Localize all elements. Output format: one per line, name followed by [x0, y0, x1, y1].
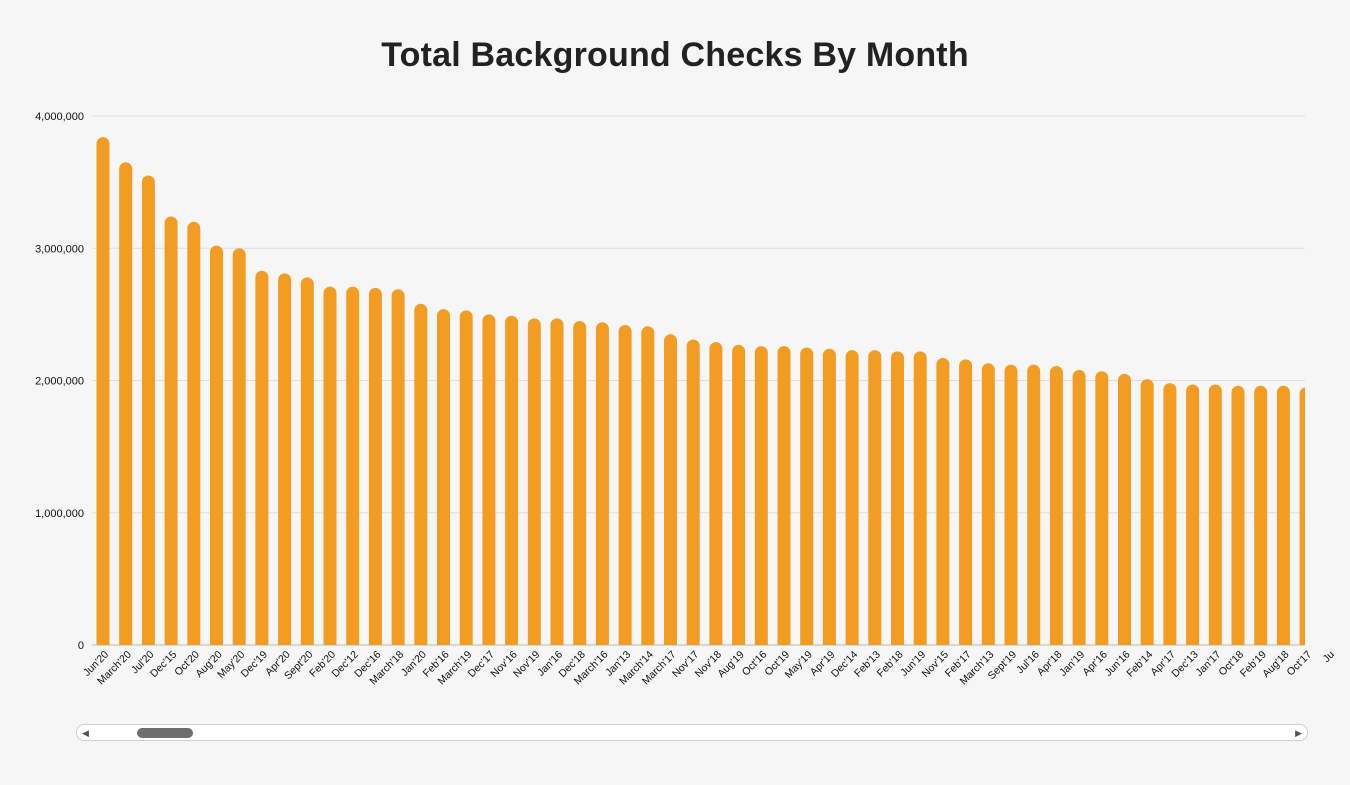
bar[interactable] — [1049, 365, 1063, 645]
bar[interactable] — [323, 286, 337, 645]
bar[interactable] — [141, 175, 155, 645]
scroll-left-arrow-icon[interactable]: ◀ — [82, 728, 89, 738]
bar[interactable] — [959, 359, 973, 645]
bar[interactable] — [777, 346, 791, 645]
y-tick-label: 0 — [78, 640, 84, 652]
x-tick-label: Oct'17 — [1285, 649, 1315, 679]
bar[interactable] — [482, 314, 496, 645]
bar[interactable] — [732, 344, 746, 645]
bar[interactable] — [1208, 384, 1222, 645]
bar[interactable] — [1004, 364, 1018, 645]
bar[interactable] — [459, 310, 473, 645]
bar[interactable] — [96, 137, 110, 645]
bar[interactable] — [868, 350, 882, 645]
horizontal-scrollbar[interactable]: ◀ ▶ — [76, 724, 1308, 741]
scroll-right-arrow-icon[interactable]: ▶ — [1295, 728, 1302, 738]
bar[interactable] — [300, 277, 314, 645]
bar[interactable] — [981, 363, 995, 645]
bar[interactable] — [800, 347, 814, 645]
bar[interactable] — [1231, 385, 1245, 645]
bar[interactable] — [686, 339, 700, 645]
bar[interactable] — [505, 315, 519, 645]
scroll-thumb[interactable] — [137, 728, 193, 738]
x-tick-label: Jan'19 — [1057, 649, 1087, 679]
bar[interactable] — [210, 245, 223, 645]
bar[interactable] — [1276, 385, 1290, 645]
bar[interactable] — [1095, 371, 1109, 645]
bar[interactable] — [754, 346, 768, 645]
y-tick-label: 2,000,000 — [35, 376, 84, 388]
y-tick-label: 3,000,000 — [35, 243, 84, 255]
bar[interactable] — [1186, 384, 1200, 645]
bar[interactable] — [709, 342, 723, 645]
bar[interactable] — [278, 273, 292, 645]
bar[interactable] — [1140, 379, 1154, 645]
bar[interactable] — [891, 351, 904, 645]
bar[interactable] — [1299, 387, 1313, 645]
bar[interactable] — [164, 216, 178, 645]
bar[interactable] — [1254, 385, 1268, 645]
x-tick-label: Feb'14 — [1124, 649, 1155, 680]
y-tick-label: 4,000,000 — [35, 111, 84, 123]
bar[interactable] — [346, 286, 360, 645]
chart-title: Total Background Checks By Month — [381, 36, 969, 74]
x-axis-labels: Jun'20March'20Jul'20Dec'15Oct'20Aug'20Ma… — [81, 649, 1337, 688]
bar[interactable] — [414, 303, 428, 645]
bar[interactable] — [437, 309, 450, 645]
x-tick-label: Feb'18 — [875, 649, 906, 680]
bar[interactable] — [1163, 383, 1177, 645]
bar[interactable] — [845, 350, 859, 645]
bar[interactable] — [573, 320, 587, 645]
bar[interactable] — [913, 351, 927, 645]
x-tick-label: Ju — [1321, 649, 1337, 665]
bars — [96, 137, 1335, 646]
bar[interactable] — [1027, 364, 1041, 645]
bar[interactable] — [822, 348, 836, 645]
bar[interactable] — [595, 322, 609, 645]
y-tick-label: 1,000,000 — [35, 508, 84, 520]
bar[interactable] — [550, 318, 564, 645]
bar[interactable] — [641, 326, 655, 645]
bar[interactable] — [391, 289, 405, 645]
bar[interactable] — [936, 358, 950, 645]
bar[interactable] — [255, 270, 269, 645]
bar[interactable] — [664, 334, 677, 645]
bar[interactable] — [119, 162, 133, 645]
bar[interactable] — [1322, 388, 1335, 645]
bar[interactable] — [1072, 369, 1086, 645]
bar[interactable] — [1118, 373, 1131, 645]
bar[interactable] — [187, 221, 201, 646]
bar[interactable] — [368, 287, 382, 645]
bar[interactable] — [527, 318, 541, 645]
y-axis-ticks: 0 1,000,000 2,000,000 3,000,000 4,000,000 — [35, 111, 84, 652]
bar[interactable] — [232, 248, 246, 646]
x-tick-label: Jan'17 — [1193, 649, 1223, 679]
bar[interactable] — [618, 324, 632, 645]
